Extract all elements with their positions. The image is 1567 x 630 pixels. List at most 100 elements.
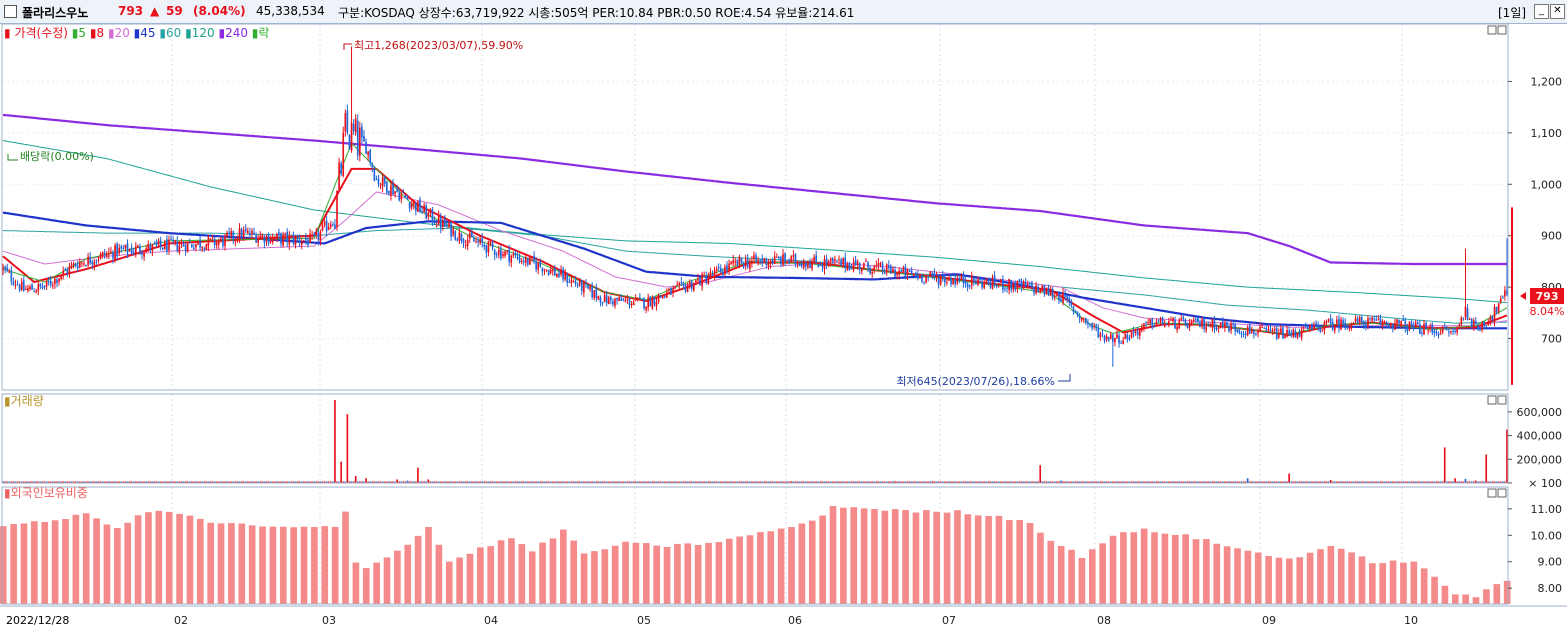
candle-body [958,277,961,281]
candle-body [744,259,747,267]
candle-body [367,151,369,156]
candle-body [1012,283,1015,290]
volume-bar [1321,481,1324,483]
volume-bar [4,481,6,483]
candle-body [157,240,160,245]
candle-body [968,285,971,287]
period-selector[interactable]: [1일] [1498,6,1527,20]
candle-body [1147,322,1149,324]
volume-bar [740,481,743,483]
candle-body [159,240,162,247]
candle-body [170,238,172,240]
volume-bar [1288,473,1290,483]
candle-body [1107,337,1110,341]
volume-bar [471,481,473,483]
minimize-icon[interactable]: _ [1534,4,1549,19]
volume-bar [253,481,255,483]
volume-bar [914,481,917,483]
candle-body [385,181,388,193]
volume-bar [858,481,861,483]
candle-body [54,278,56,285]
candle-body [661,296,664,298]
candle-body [732,260,735,264]
candle-body [1006,287,1008,289]
volume-bar [1421,481,1423,483]
foreign-bar [653,545,660,604]
volume-bar [402,481,405,483]
foreign-bar [466,553,474,604]
volume-bar [524,481,527,483]
candle-body [1213,320,1216,329]
volume-bar [775,481,778,483]
volume-bar [56,481,58,483]
foreign-bar [860,508,868,604]
volume-bar [394,481,396,483]
volume-bar [863,481,865,483]
volume-bar [1093,481,1095,483]
volume-bar [412,481,415,483]
close-icon[interactable]: ✕ [1550,4,1565,19]
volume-bar [1097,481,1100,483]
candle-body [269,240,272,243]
foreign-bar [331,526,339,604]
volume-bar [1014,481,1017,483]
candle-body [767,262,770,267]
candle-body [788,259,791,262]
volume-bar [319,481,322,483]
candle-body [956,278,959,283]
candle-body [676,284,679,286]
volume-bar [703,481,706,483]
candle-body [711,274,714,276]
candle-body [112,251,114,259]
foreign-bar [1223,546,1231,604]
foreign-bar [1286,558,1293,604]
candle-body [1433,330,1436,334]
foreign-bar [902,510,909,604]
volume-bar [1010,481,1013,483]
foreign-bar [1369,563,1376,604]
candle-body [462,239,465,244]
candle-body [460,234,463,241]
volume-bar [533,481,535,483]
candle-body [898,270,900,275]
candle-body [1093,325,1095,327]
volume-bar [1377,481,1380,483]
candle-body [1475,321,1477,325]
volume-bar [1103,481,1106,483]
volume-bar [37,481,40,483]
volume-bar [500,481,502,483]
candle-body [427,212,430,217]
volume-bar [282,481,284,483]
volume-bar [1425,481,1427,483]
volume-bar [1470,481,1473,483]
candle-body [300,242,303,245]
volume-bar [487,481,490,483]
candle-body [504,251,506,257]
volume-bar [719,481,722,483]
foreign-bar [1234,548,1241,604]
candle-body [690,281,693,289]
candles [2,46,1508,367]
volume-bar [1298,481,1301,483]
price-change: 59 [166,4,183,18]
volume-bar [531,481,533,483]
candle-body [736,259,739,266]
candle-body [356,120,359,156]
candle-body [466,240,469,247]
candle-body [114,245,116,261]
candle-body [103,252,106,256]
volume-bar [95,481,98,483]
volume-bar [261,481,264,483]
candle-body [1298,333,1301,337]
volume-bar [1066,481,1069,483]
volume-bar [771,481,774,483]
volume-bar [1008,481,1010,483]
volume-bar [1485,454,1488,483]
select-checkbox[interactable] [4,5,17,18]
volume-bar [1445,481,1448,483]
candle-body [1215,327,1218,330]
volume-bar [1356,481,1359,483]
foreign-bar [62,519,69,604]
volume-bar [280,481,282,483]
volume-bar [804,481,807,483]
